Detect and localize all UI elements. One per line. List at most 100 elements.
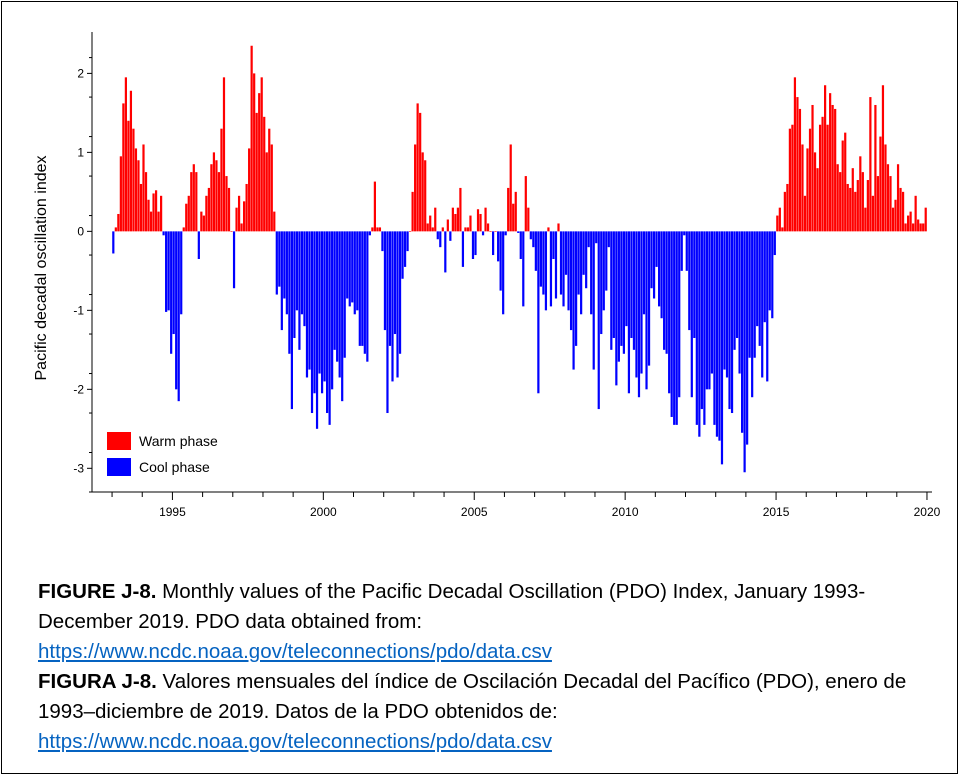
pdo-bar	[640, 231, 643, 374]
pdo-bar	[149, 211, 153, 232]
pdo-bar	[424, 160, 427, 232]
pdo-bar	[303, 231, 306, 327]
pdo-bar	[632, 231, 636, 350]
pdo-bar	[429, 215, 432, 232]
pdo-bar	[856, 180, 859, 232]
pdo-bar	[237, 195, 241, 232]
pdo-bar	[129, 90, 133, 232]
pdo-bar	[728, 231, 731, 410]
caption-spanish-link[interactable]: https://www.ncdc.noaa.gov/teleconnection…	[38, 730, 552, 753]
pdo-bar	[134, 148, 138, 232]
pdo-bar	[720, 231, 724, 465]
pdo-bar	[305, 231, 309, 378]
pdo-bar	[552, 231, 555, 259]
pdo-bar	[650, 231, 653, 289]
pdo-bar	[663, 231, 666, 350]
pdo-bar	[222, 77, 226, 232]
pdo-bar	[756, 231, 759, 327]
pdo-bar	[326, 231, 329, 414]
pdo-bar	[504, 231, 507, 236]
pdo-bar	[323, 231, 326, 382]
pdo-bar	[310, 231, 314, 414]
pdo-bar	[786, 183, 789, 232]
pdo-bar	[524, 176, 527, 232]
pdo-bar	[160, 195, 163, 232]
pdo-bar	[162, 231, 165, 236]
pdo-bar	[363, 231, 366, 354]
pdo-bar	[587, 231, 590, 248]
pdo-bar	[333, 231, 336, 350]
pdo-bar	[549, 231, 553, 307]
pdo-bar	[431, 227, 434, 232]
caption-spanish-text: Valores mensuales del índice de Oscilaci…	[38, 670, 907, 723]
pdo-bar	[519, 231, 522, 259]
pdo-bar	[474, 231, 477, 256]
y-axis-ticks: -3 -2 -1 0 1 2	[73, 57, 92, 493]
pdo-bar	[426, 223, 429, 232]
x-tick-label: 2000	[310, 505, 337, 519]
pdo-bar	[454, 213, 457, 232]
pdo-bar	[403, 231, 407, 267]
pdo-bar	[177, 231, 180, 402]
pdo-bar	[821, 116, 824, 232]
pdo-bar	[157, 211, 160, 232]
pdo-bar	[270, 144, 273, 232]
pdo-bar	[781, 227, 784, 232]
pdo-bar	[891, 207, 895, 232]
pdo-bar	[137, 160, 140, 232]
caption-english-link[interactable]: https://www.ncdc.noaa.gov/teleconnection…	[38, 640, 552, 663]
pdo-bar	[766, 231, 769, 382]
pdo-bar	[409, 231, 412, 232]
pdo-bar	[341, 231, 344, 402]
pdo-bar	[200, 211, 203, 232]
pdo-bar	[808, 128, 812, 232]
pdo-bar	[763, 231, 766, 323]
pdo-bar	[499, 231, 502, 291]
pdo-bar	[715, 231, 719, 437]
caption-english-text: Monthly values of the Pacific Decadal Os…	[38, 580, 866, 633]
pdo-bar	[582, 231, 585, 275]
pdo-bar	[243, 201, 246, 232]
pdo-bar	[386, 231, 389, 414]
pdo-bar	[695, 231, 698, 425]
pdo-bar	[791, 124, 794, 232]
pdo-bar	[743, 231, 746, 473]
pdo-bar	[542, 231, 545, 295]
pdo-bar	[829, 93, 832, 232]
pdo-bar	[539, 231, 542, 287]
pdo-bar	[227, 187, 231, 232]
pdo-bar	[793, 77, 797, 232]
pdo-bar	[139, 183, 143, 232]
pdo-bar	[217, 172, 221, 232]
pdo-bar	[914, 195, 917, 232]
pdo-bar	[801, 144, 804, 232]
pdo-bar	[255, 112, 258, 232]
pdo-bar	[693, 231, 696, 338]
pdo-bar	[678, 231, 681, 398]
pdo-bar	[665, 231, 668, 354]
pdo-bar	[124, 77, 127, 232]
pdo-bar	[167, 231, 170, 311]
pdo-bar	[912, 223, 915, 232]
pdo-bar	[142, 144, 145, 232]
pdo-bar	[673, 231, 676, 425]
pdo-bar	[398, 231, 402, 354]
pdo-bar	[170, 231, 173, 354]
pdo-bar	[290, 231, 293, 410]
pdo-bar	[494, 231, 497, 232]
figure-caption: FIGURE J-8. Monthly values of the Pacifi…	[38, 577, 953, 757]
pdo-bar	[630, 231, 633, 338]
pdo-bar	[899, 187, 902, 232]
pdo-bar	[642, 231, 646, 315]
pdo-bar	[637, 231, 641, 398]
pdo-bar	[180, 231, 183, 315]
pdo-bar	[557, 223, 560, 232]
pdo-bar	[738, 231, 741, 374]
y-tick-label: 1	[77, 145, 84, 159]
pdo-bar	[919, 223, 922, 232]
pdo-bar	[824, 85, 827, 232]
pdo-bar	[718, 231, 721, 441]
pdo-bar	[197, 231, 200, 259]
pdo-bar	[816, 168, 819, 232]
pdo-bar	[889, 176, 892, 232]
